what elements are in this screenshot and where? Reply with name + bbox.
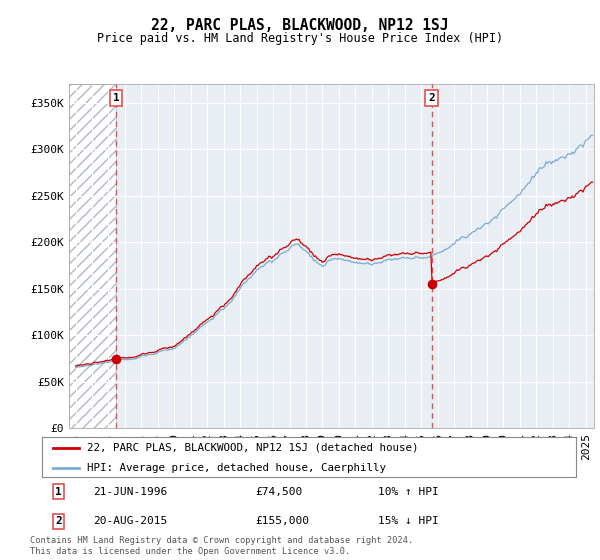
Text: 15% ↓ HPI: 15% ↓ HPI xyxy=(379,516,439,526)
Text: Contains HM Land Registry data © Crown copyright and database right 2024.
This d: Contains HM Land Registry data © Crown c… xyxy=(30,536,413,556)
Text: 1: 1 xyxy=(55,487,62,497)
Text: 20-AUG-2015: 20-AUG-2015 xyxy=(93,516,167,526)
Text: 22, PARC PLAS, BLACKWOOD, NP12 1SJ: 22, PARC PLAS, BLACKWOOD, NP12 1SJ xyxy=(151,18,449,33)
Bar xyxy=(69,84,116,428)
Text: 2: 2 xyxy=(55,516,62,526)
Text: 1: 1 xyxy=(113,93,119,103)
Text: 2: 2 xyxy=(428,93,435,103)
Text: 10% ↑ HPI: 10% ↑ HPI xyxy=(379,487,439,497)
Text: 22, PARC PLAS, BLACKWOOD, NP12 1SJ (detached house): 22, PARC PLAS, BLACKWOOD, NP12 1SJ (deta… xyxy=(88,443,419,452)
Text: HPI: Average price, detached house, Caerphilly: HPI: Average price, detached house, Caer… xyxy=(88,463,386,473)
Text: £155,000: £155,000 xyxy=(256,516,310,526)
Text: £74,500: £74,500 xyxy=(256,487,303,497)
Text: Price paid vs. HM Land Registry's House Price Index (HPI): Price paid vs. HM Land Registry's House … xyxy=(97,32,503,45)
Text: 21-JUN-1996: 21-JUN-1996 xyxy=(93,487,167,497)
